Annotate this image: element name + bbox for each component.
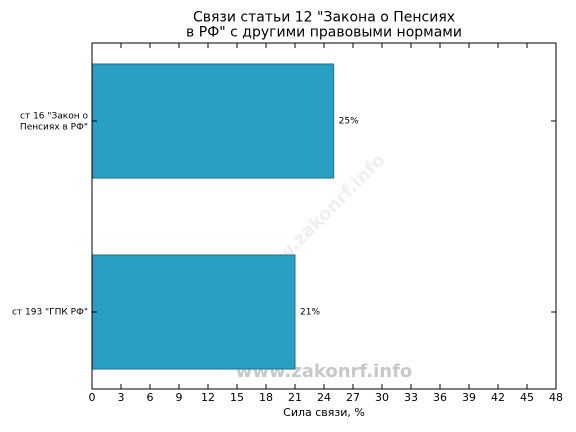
chart-title: Связи статьи 12 "Закона о Пенсиях в РФ" с… xyxy=(186,10,462,41)
bar xyxy=(91,254,296,370)
x-tick-label: 45 xyxy=(520,391,534,404)
x-tick-label: 3 xyxy=(118,391,125,404)
x-tick-label: 18 xyxy=(259,391,273,404)
y-tick-label: ст 16 "Закон о Пенсиях в РФ" xyxy=(20,111,89,132)
x-tick-label: 12 xyxy=(201,391,215,404)
x-tick-label: 6 xyxy=(147,391,154,404)
x-axis-label: Сила связи, % xyxy=(283,406,365,419)
x-tick-label: 27 xyxy=(346,391,360,404)
x-tick-label: 0 xyxy=(89,391,96,404)
y-tick-label: ст 193 "ГПК РФ" xyxy=(12,308,88,318)
plot-frame xyxy=(91,42,557,390)
x-tick-label: 24 xyxy=(317,391,331,404)
x-tick-label: 15 xyxy=(230,391,244,404)
x-tick-label: 42 xyxy=(491,391,505,404)
x-tick-label: 30 xyxy=(375,391,389,404)
x-tick-label: 36 xyxy=(433,391,447,404)
x-tick-label: 9 xyxy=(176,391,183,404)
x-tick-label: 48 xyxy=(549,391,563,404)
x-tick-label: 33 xyxy=(404,391,418,404)
bar xyxy=(91,63,335,179)
value-label: 21% xyxy=(300,308,320,318)
value-label: 25% xyxy=(339,117,359,127)
x-tick-label: 21 xyxy=(288,391,302,404)
x-tick-label: 39 xyxy=(462,391,476,404)
